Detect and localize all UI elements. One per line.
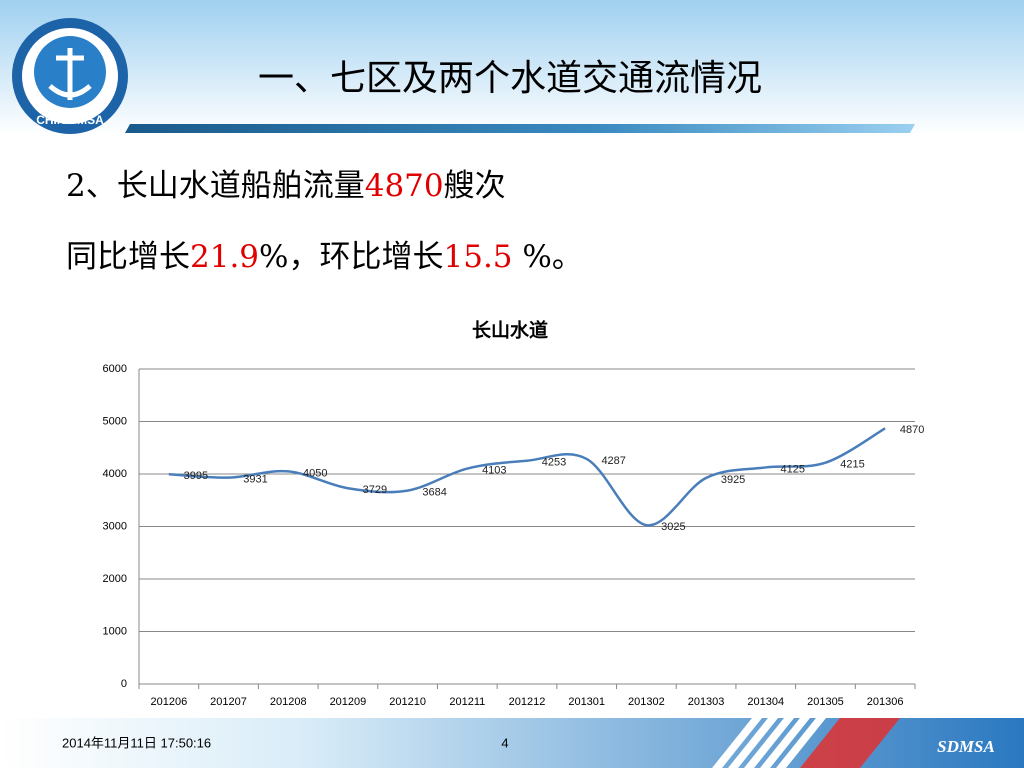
chart-title: 长山水道 xyxy=(472,319,548,342)
highlight: 15.5 xyxy=(444,239,513,275)
text: 艘次 xyxy=(444,168,506,204)
x-tick-label: 201210 xyxy=(389,696,426,708)
data-label: 4103 xyxy=(482,464,506,476)
data-label: 3931 xyxy=(243,474,267,486)
y-tick-label: 5000 xyxy=(103,415,127,427)
y-tick-label: 2000 xyxy=(103,573,127,585)
highlight: 4870 xyxy=(365,168,444,204)
y-tick-label: 3000 xyxy=(103,520,127,532)
text: 2、长山水道船舶流量 xyxy=(66,168,365,204)
x-tick-label: 201207 xyxy=(210,696,247,708)
logo-text: CHINA MSA xyxy=(36,113,104,127)
body-line: 2、长山水道船舶流量4870艘次 xyxy=(66,168,506,204)
footer-accent xyxy=(800,718,900,768)
x-tick-label: 201304 xyxy=(747,696,784,708)
data-label: 3995 xyxy=(184,470,208,482)
body-line: 同比增长21.9%，环比增长15.5 %。 xyxy=(66,239,583,275)
text: %。 xyxy=(513,239,583,275)
chart: 长山水道 0 1000 2000 3000 4000 5000 6000 201206 2012… xyxy=(103,319,925,708)
logo: CHINA MSA xyxy=(12,18,128,134)
footer-stripes xyxy=(712,718,826,768)
page-number: 4 xyxy=(501,735,508,750)
x-tick-label: 201306 xyxy=(867,696,904,708)
text: %，环比增长 xyxy=(259,239,443,275)
highlight: 21.9 xyxy=(190,239,259,275)
slide-title: 一、七区及两个水道交通流情况 xyxy=(258,58,762,99)
x-tick-label: 201209 xyxy=(330,696,367,708)
data-label: 4215 xyxy=(840,459,864,471)
data-label: 4870 xyxy=(900,424,924,436)
x-tick-label: 201206 xyxy=(150,696,187,708)
x-tick-label: 201302 xyxy=(628,696,665,708)
header-bg xyxy=(0,0,1024,135)
data-label: 4287 xyxy=(601,455,625,467)
footer-brand: SDMSA xyxy=(937,737,995,756)
footer-date: 2014年11月11日 17:50:16 xyxy=(62,735,211,750)
x-tick-label: 201208 xyxy=(270,696,307,708)
y-tick-label: 6000 xyxy=(103,363,127,375)
header-stripe xyxy=(125,124,915,133)
x-tick-label: 201211 xyxy=(449,696,485,708)
x-tick-label: 201303 xyxy=(688,696,725,708)
data-label: 4050 xyxy=(303,467,327,479)
y-tick-label: 0 xyxy=(121,678,127,690)
x-tick-label: 201212 xyxy=(509,696,546,708)
data-label: 4125 xyxy=(781,463,805,475)
y-tick-label: 1000 xyxy=(103,625,127,637)
data-label: 3729 xyxy=(363,484,387,496)
data-label: 4253 xyxy=(542,457,566,469)
series-line xyxy=(168,427,886,527)
x-tick-label: 201305 xyxy=(807,696,844,708)
data-label: 3025 xyxy=(661,521,685,533)
y-tick-label: 4000 xyxy=(103,468,127,480)
data-label: 3684 xyxy=(422,486,446,498)
x-tick-label: 201301 xyxy=(568,696,605,708)
text: 同比增长 xyxy=(66,239,190,275)
data-label: 3925 xyxy=(721,474,745,486)
